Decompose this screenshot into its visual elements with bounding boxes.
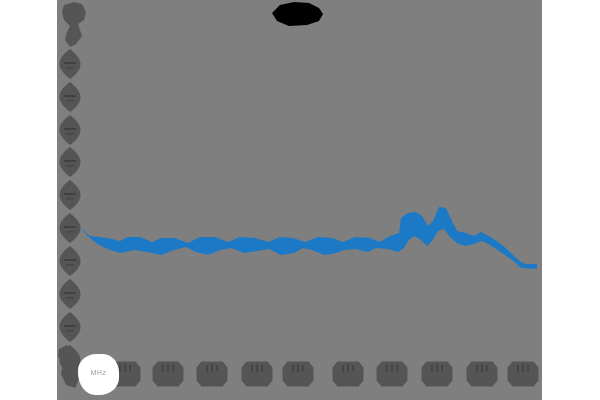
x-axis-tick-label-blob (376, 361, 408, 387)
x-tick-text-smudge (431, 365, 433, 372)
y-tick-text-smudge (64, 193, 76, 195)
y-tick-text-smudge (66, 198, 74, 200)
x-tick-text-smudge (386, 365, 388, 372)
x-tick-text-smudge (216, 365, 218, 371)
x-tick-text-smudge (292, 365, 294, 372)
x-axis-tick-label-blob (421, 361, 453, 387)
x-axis-tick-label-blob (282, 361, 314, 387)
y-tick-text-smudge (66, 67, 74, 69)
x-tick-text-smudge (261, 365, 263, 371)
bottom-left-label-blob (58, 345, 81, 388)
x-tick-text-smudge (481, 364, 483, 372)
y-tick-text-smudge (64, 325, 76, 327)
x-tick-text-smudge (124, 364, 126, 372)
x-tick-text-smudge (476, 365, 478, 372)
y-tick-text-smudge (64, 95, 76, 97)
y-tick-text-smudge (64, 292, 76, 294)
top-left-label-blob (62, 2, 86, 47)
x-tick-text-smudge (167, 364, 169, 372)
unit-label: MHz (90, 370, 107, 377)
x-tick-text-smudge (527, 365, 529, 371)
x-tick-text-smudge (486, 365, 488, 371)
y-tick-text-smudge (64, 62, 76, 64)
x-axis-tick-label-blob (332, 361, 364, 387)
y-tick-text-smudge (66, 100, 74, 102)
x-tick-text-smudge (522, 364, 524, 372)
x-tick-text-smudge (172, 365, 174, 371)
x-tick-text-smudge (352, 365, 354, 371)
x-tick-text-smudge (206, 365, 208, 372)
x-tick-text-smudge (436, 364, 438, 372)
x-tick-text-smudge (517, 365, 519, 372)
x-tick-text-smudge (211, 364, 213, 372)
x-tick-text-smudge (297, 364, 299, 372)
y-tick-text-smudge (66, 133, 74, 135)
y-tick-text-smudge (66, 165, 74, 167)
x-tick-text-smudge (251, 365, 253, 372)
x-tick-text-smudge (302, 365, 304, 371)
x-tick-text-smudge (441, 365, 443, 371)
x-tick-text-smudge (347, 364, 349, 372)
x-tick-text-smudge (391, 364, 393, 372)
y-tick-text-smudge (66, 330, 74, 332)
data-series-band (80, 207, 537, 269)
y-tick-text-smudge (66, 231, 74, 233)
y-tick-text-smudge (64, 259, 76, 261)
plot-background (57, 0, 542, 400)
x-tick-text-smudge (396, 365, 398, 371)
x-tick-text-smudge (162, 365, 164, 372)
y-tick-text-smudge (66, 297, 74, 299)
y-tick-text-smudge (64, 160, 76, 162)
y-tick-text-smudge (64, 226, 76, 228)
x-tick-text-smudge (256, 364, 258, 372)
x-axis-tick-label-blob (466, 361, 498, 387)
x-tick-text-smudge (129, 365, 131, 371)
y-tick-text-smudge (66, 264, 74, 266)
x-axis-tick-label-blob (196, 361, 228, 387)
x-tick-text-smudge (119, 365, 121, 372)
unit-label-box: MHz (78, 354, 119, 395)
x-axis-tick-label-blob (241, 361, 273, 387)
x-axis-tick-label-blob (152, 361, 184, 387)
x-axis-tick-label-blob (507, 361, 539, 387)
y-tick-text-smudge (64, 128, 76, 130)
chart-title-blob (272, 2, 323, 26)
x-tick-text-smudge (342, 365, 344, 372)
